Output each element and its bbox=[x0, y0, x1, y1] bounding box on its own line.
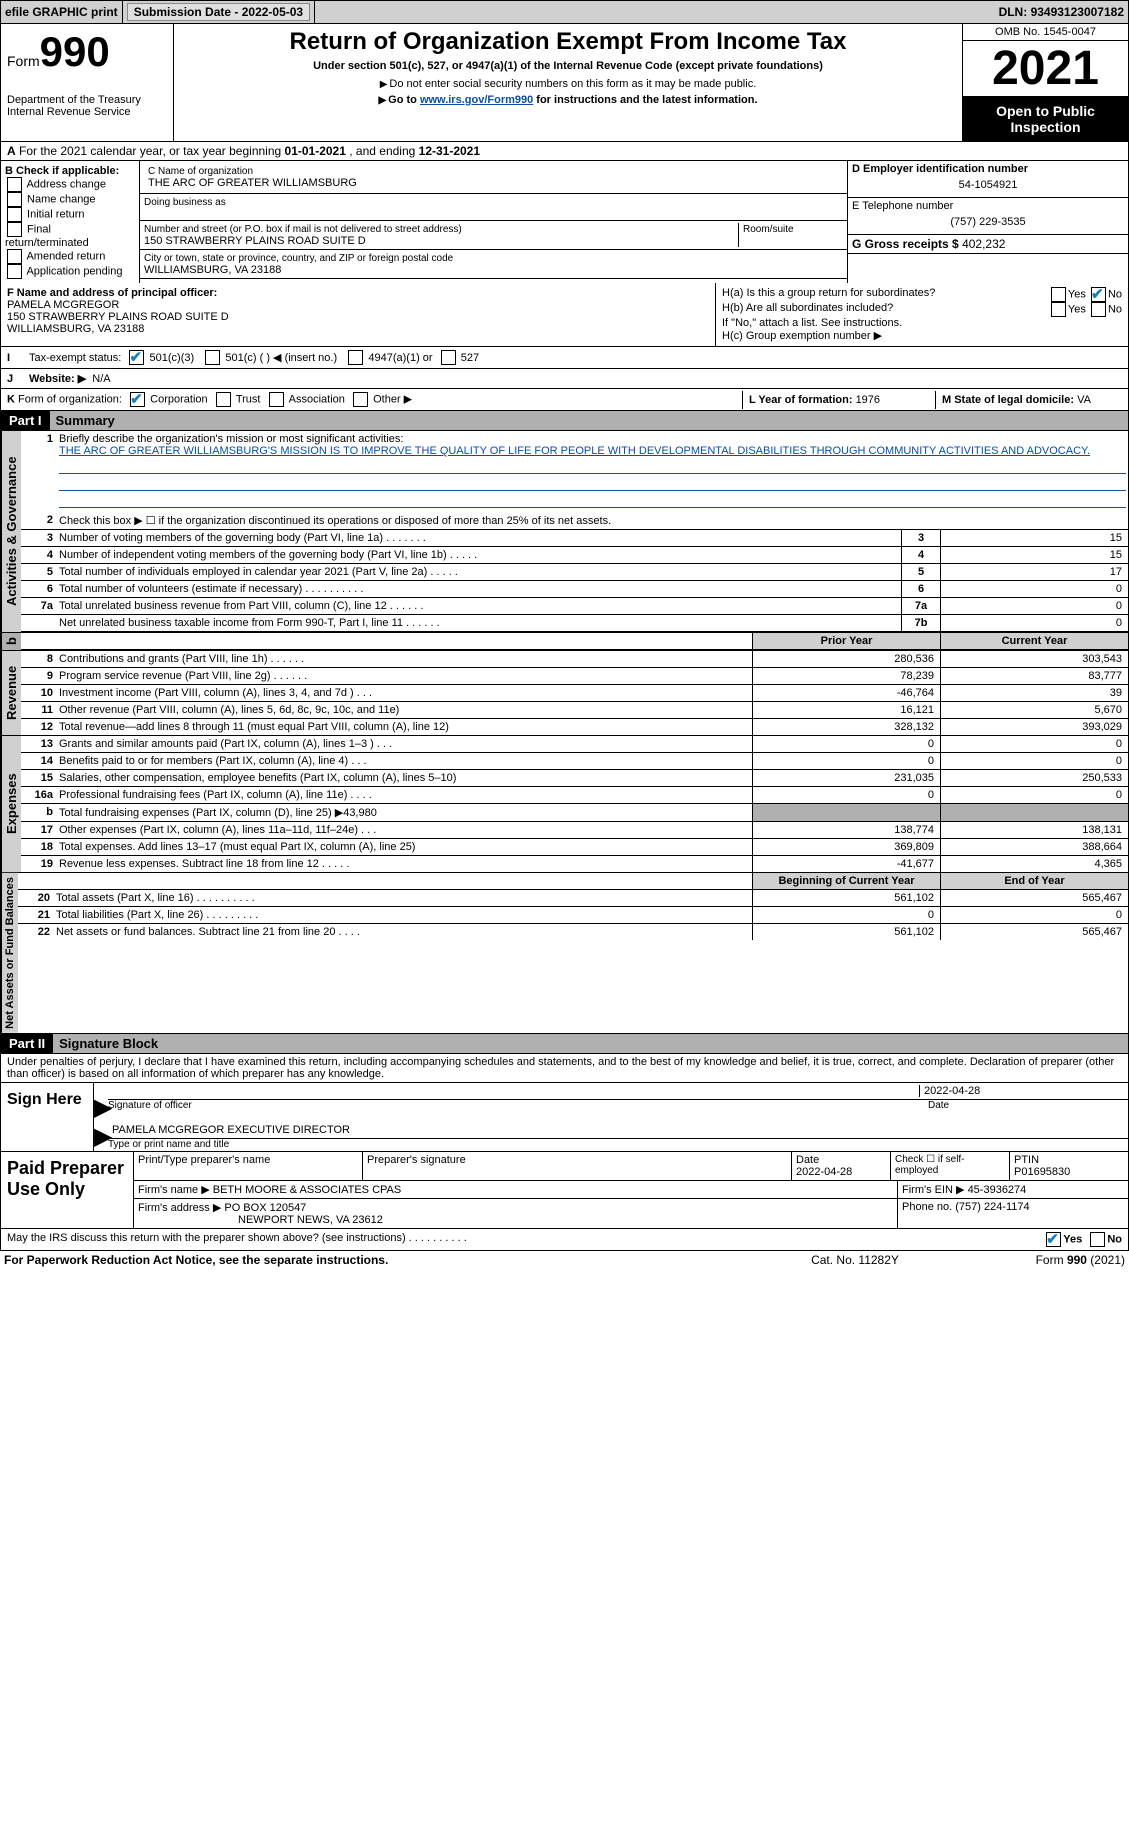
form-footer: Form 990 (2021) bbox=[955, 1253, 1125, 1267]
state-domicile: M State of legal domicile: VA bbox=[935, 391, 1128, 409]
dln: DLN: 93493123007182 bbox=[995, 1, 1128, 23]
side-expenses: Expenses bbox=[1, 736, 21, 872]
gross-receipts: G Gross receipts $ 402,232 bbox=[848, 235, 1128, 254]
check-amended-return: Amended return bbox=[5, 249, 135, 264]
preparer-name-lbl: Print/Type preparer's name bbox=[134, 1152, 363, 1180]
sig-officer-lbl: Signature of officer bbox=[108, 1100, 928, 1111]
preparer-sig-lbl: Preparer's signature bbox=[363, 1152, 792, 1180]
ein: D Employer identification number54-10549… bbox=[848, 161, 1128, 198]
top-bar: efile GRAPHIC print Submission Date - 20… bbox=[0, 0, 1129, 24]
check-name-change: Name change bbox=[5, 192, 135, 207]
city: City or town, state or province, country… bbox=[140, 250, 847, 279]
501c3-check[interactable] bbox=[129, 350, 144, 365]
part1-header: Part I bbox=[1, 411, 50, 430]
irs-link[interactable]: www.irs.gov/Form990 bbox=[420, 94, 533, 106]
c-name: C Name of organizationTHE ARC OF GREATER… bbox=[144, 163, 843, 191]
year-formation: L Year of formation: 1976 bbox=[742, 391, 935, 409]
note2: Go to www.irs.gov/Form990 for instructio… bbox=[178, 94, 958, 106]
line-a: A For the 2021 calendar year, or tax yea… bbox=[0, 142, 1129, 161]
form-title: Return of Organization Exempt From Incom… bbox=[178, 28, 958, 56]
tax-year: 2021 bbox=[963, 41, 1128, 97]
check-application-pending: Application pending bbox=[5, 264, 135, 279]
irs: Internal Revenue Service bbox=[7, 106, 167, 118]
perjury-declaration: Under penalties of perjury, I declare th… bbox=[0, 1054, 1129, 1083]
form-subtitle: Under section 501(c), 527, or 4947(a)(1)… bbox=[178, 60, 958, 72]
part1-title: Summary bbox=[50, 411, 1128, 430]
check-final-return-terminated: Final return/terminated bbox=[5, 222, 135, 249]
line2: Check this box ▶ ☐ if the organization d… bbox=[57, 512, 1128, 529]
self-employed: Check ☐ if self-employed bbox=[891, 1152, 1010, 1180]
check-address-change: Address change bbox=[5, 177, 135, 192]
form-header: Form990 Department of the Treasury Inter… bbox=[0, 24, 1129, 142]
dept: Department of the Treasury bbox=[7, 94, 167, 106]
dba: Doing business as bbox=[140, 194, 847, 221]
form-label: Form bbox=[7, 53, 40, 69]
sign-here: Sign Here bbox=[1, 1083, 94, 1151]
room-suite: Room/suite bbox=[738, 223, 843, 247]
side-revenue: Revenue bbox=[1, 651, 21, 735]
pra-notice: For Paperwork Reduction Act Notice, see … bbox=[4, 1253, 388, 1267]
tax-exempt-status: I Tax-exempt status: 501(c)(3) 501(c) ( … bbox=[0, 347, 1129, 369]
street: Number and street (or P.O. box if mail i… bbox=[144, 223, 738, 247]
cat-no: Cat. No. 11282Y bbox=[755, 1253, 955, 1267]
mission-label: Briefly describe the organization's miss… bbox=[57, 431, 1128, 512]
efile-label: efile GRAPHIC print bbox=[1, 1, 123, 23]
website: J Website: ▶ N/A bbox=[0, 369, 1129, 389]
section-b-left: B Check if applicable: Address change Na… bbox=[1, 161, 140, 283]
prior-year-hdr: Prior Year bbox=[752, 633, 940, 649]
section-h: H(a) Is this a group return for subordin… bbox=[716, 283, 1128, 346]
curr-year-hdr: Current Year bbox=[940, 633, 1128, 649]
phone: E Telephone number(757) 229-3535 bbox=[848, 198, 1128, 235]
paid-preparer-title: Paid Preparer Use Only bbox=[1, 1152, 134, 1228]
officer-name: PAMELA MCGREGOR EXECUTIVE DIRECTOR bbox=[108, 1122, 1128, 1139]
check-initial-return: Initial return bbox=[5, 207, 135, 222]
eoy-hdr: End of Year bbox=[940, 873, 1128, 889]
part2-title: Signature Block bbox=[53, 1034, 1128, 1053]
discuss-row: May the IRS discuss this return with the… bbox=[0, 1229, 1129, 1251]
part2-header: Part II bbox=[1, 1034, 53, 1053]
side-netassets: Net Assets or Fund Balances bbox=[1, 873, 18, 1033]
side-activities: Activities & Governance bbox=[1, 431, 21, 632]
form-of-org: K Form of organization: Corporation Trus… bbox=[1, 389, 742, 410]
open-public: Open to Public Inspection bbox=[963, 97, 1128, 141]
mission-text: THE ARC OF GREATER WILLIAMSBURG'S MISSIO… bbox=[59, 445, 1090, 457]
principal-officer: F Name and address of principal officer:… bbox=[1, 283, 716, 346]
omb: OMB No. 1545-0047 bbox=[963, 24, 1128, 41]
note1: Do not enter social security numbers on … bbox=[178, 78, 958, 90]
form-number: 990 bbox=[40, 28, 110, 75]
boy-hdr: Beginning of Current Year bbox=[752, 873, 940, 889]
submission-button[interactable]: Submission Date - 2022-05-03 bbox=[127, 3, 310, 21]
submission-cell: Submission Date - 2022-05-03 bbox=[123, 1, 315, 23]
